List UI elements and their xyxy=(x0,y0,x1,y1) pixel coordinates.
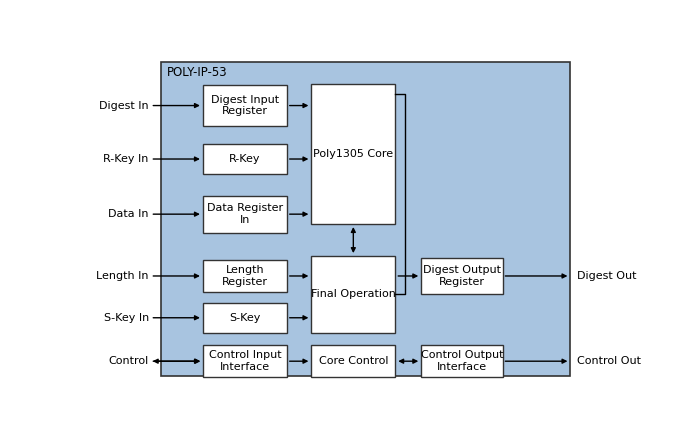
Bar xyxy=(421,258,503,294)
Text: Final Operation: Final Operation xyxy=(311,289,396,299)
Bar xyxy=(203,196,287,233)
Text: Data In: Data In xyxy=(108,209,149,219)
Text: R-Key: R-Key xyxy=(229,154,260,164)
Text: Control Out: Control Out xyxy=(578,356,641,366)
Bar xyxy=(161,62,570,376)
Text: Digest Output
Register: Digest Output Register xyxy=(423,265,500,287)
Text: S-Key In: S-Key In xyxy=(104,313,149,323)
Text: Control: Control xyxy=(108,356,149,366)
Text: Length
Register: Length Register xyxy=(222,265,268,287)
Text: Core Control: Core Control xyxy=(318,356,388,366)
Bar xyxy=(203,345,287,377)
Text: POLY-IP-53: POLY-IP-53 xyxy=(167,66,228,79)
Text: Digest Out: Digest Out xyxy=(578,271,637,281)
Text: S-Key: S-Key xyxy=(229,313,260,323)
Text: Poly1305 Core: Poly1305 Core xyxy=(314,149,393,159)
Text: Length In: Length In xyxy=(97,271,149,281)
Bar xyxy=(203,144,287,174)
Text: Control Input
Interface: Control Input Interface xyxy=(209,350,281,372)
Text: Data Register
In: Data Register In xyxy=(206,204,283,225)
Text: Control Output
Interface: Control Output Interface xyxy=(421,350,503,372)
Bar xyxy=(312,84,395,224)
Bar xyxy=(312,345,395,377)
Text: Digest In: Digest In xyxy=(99,101,149,111)
Text: Digest Input
Register: Digest Input Register xyxy=(211,95,279,116)
Bar xyxy=(312,256,395,333)
Bar xyxy=(203,303,287,333)
Bar xyxy=(203,260,287,292)
Bar xyxy=(203,85,287,125)
Text: R-Key In: R-Key In xyxy=(104,154,149,164)
Bar xyxy=(421,345,503,377)
